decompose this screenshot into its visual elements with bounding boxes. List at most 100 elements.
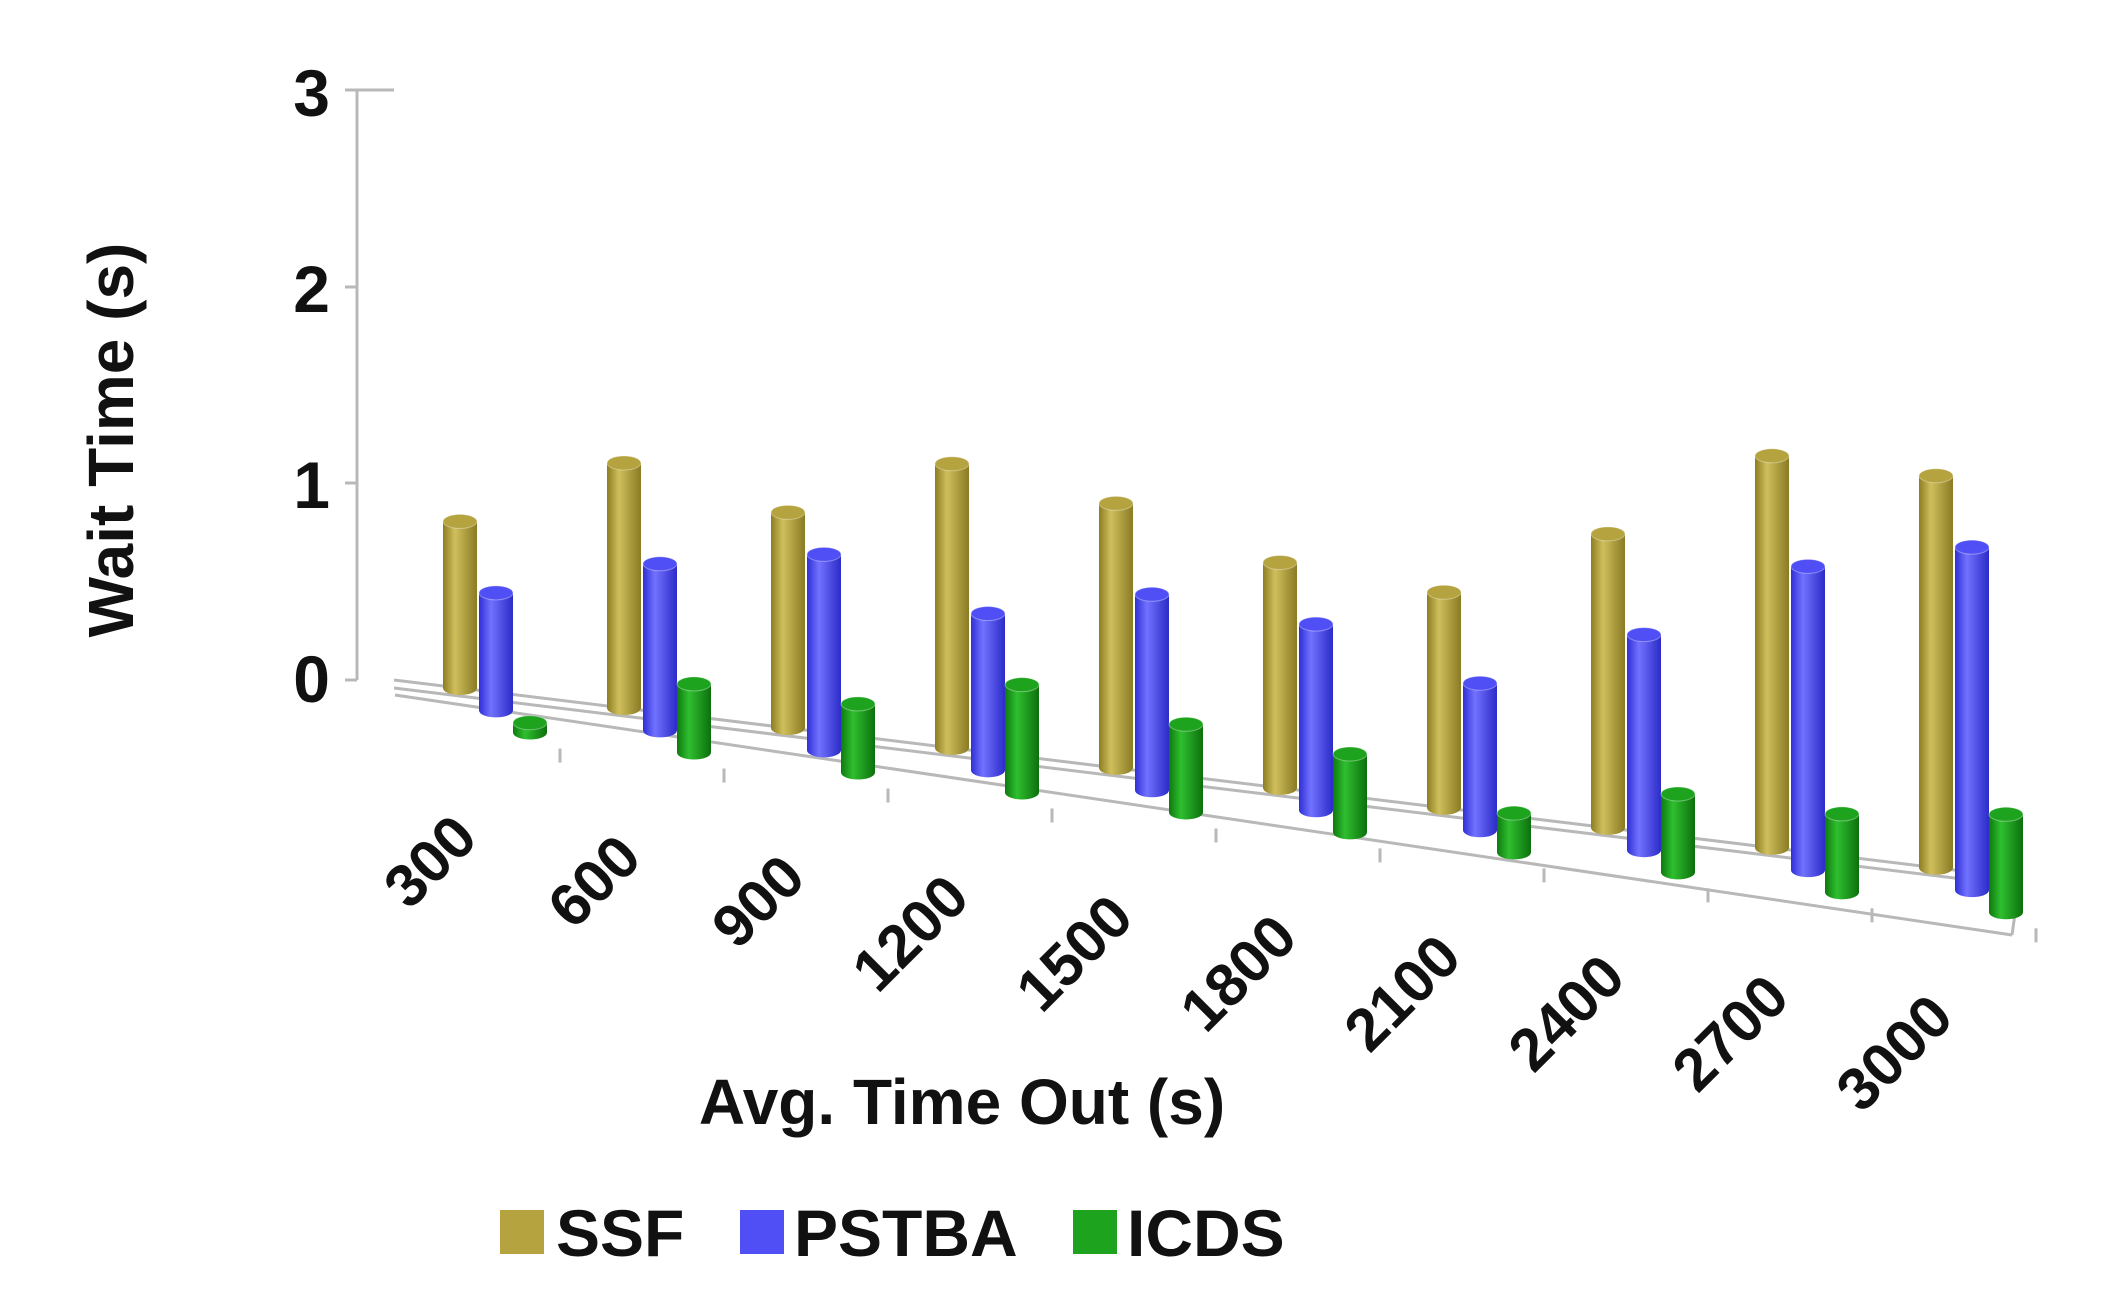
bar-top [1590,526,1626,542]
legend-swatch-ssf [500,1210,544,1254]
bar-top [1098,495,1134,511]
bar-body [1919,475,1953,875]
bar-pstba-3000 [1954,539,1990,898]
bar-icds-1800 [1332,746,1368,840]
bar-top [676,676,712,692]
bar-icds-1200 [1004,677,1040,800]
bar-top [1426,584,1462,600]
bar-top [1954,539,1990,555]
bar-top [970,606,1006,622]
bar-top [1496,805,1532,821]
legend-swatch-pstba [740,1210,784,1254]
x-axis-label: Avg. Time Out (s) [699,1066,1225,1138]
bar-pstba-1500 [1134,586,1170,798]
bar-pstba-600 [642,556,678,738]
bars [442,448,2024,920]
y-tick-label-0: 0 [293,642,330,716]
bar-top [1660,786,1696,802]
bar-body [771,512,805,735]
y-tick-label-2: 2 [293,252,330,326]
bar-body [1427,592,1461,815]
legend: SSF PSTBA ICDS [500,1196,1285,1270]
bar-top [1626,627,1662,643]
bar-icds-3000 [1988,806,2024,920]
bar-pstba-300 [478,585,514,718]
bar-top [1754,448,1790,464]
bar-body [1333,754,1367,840]
bar-ssf-2700 [1754,448,1790,855]
bar-top [934,456,970,472]
legend-label-pstba: PSTBA [794,1196,1018,1270]
bar-body [1099,503,1133,775]
legend-swatch-icds [1073,1210,1117,1254]
legend-item-pstba: PSTBA [740,1196,1018,1270]
bar-body [1989,814,2023,920]
bar-pstba-2100 [1462,675,1498,838]
bar-top [606,455,642,471]
x-tick-label-2400: 2400 [1495,942,1637,1084]
bar-top [1790,558,1826,574]
bar-icds-900 [840,696,876,780]
bar-top [1988,806,2024,822]
bar-icds-2700 [1824,806,1860,900]
bar-top [1918,468,1954,484]
bar-top [478,585,514,601]
bar-body [1135,594,1169,798]
y-axis-label: Wait Time (s) [75,243,147,638]
x-tick-label-900: 900 [699,842,817,960]
bar-top [1134,586,1170,602]
bar-body [971,613,1005,778]
bar-body [1169,724,1203,820]
bar-body [677,683,711,760]
bar-pstba-2400 [1626,627,1662,858]
bar-icds-2100 [1496,805,1532,860]
x-tick-label-1200: 1200 [839,862,981,1004]
bar-top [806,546,842,562]
bar-body [1825,813,1859,900]
x-tick-label-300: 300 [371,802,489,920]
bar-top [1824,806,1860,822]
bar-ssf-300 [442,513,478,696]
bar-body [935,463,969,755]
bar-body [1627,634,1661,858]
bar-body [643,563,677,738]
y-tick-label-1: 1 [293,448,330,522]
bar-icds-1500 [1168,716,1204,820]
bar-body [1263,562,1297,795]
bar-body [443,521,477,696]
bar-ssf-1200 [934,456,970,755]
legend-label-icds: ICDS [1127,1196,1285,1270]
bar-body [1755,455,1789,855]
bar-body [1299,624,1333,818]
x-tick-label-1800: 1800 [1167,902,1309,1044]
x-tick-label-600: 600 [535,822,653,940]
bar-icds-2400 [1660,786,1696,880]
bar-top [1168,716,1204,732]
x-tick-label-2100: 2100 [1331,922,1473,1064]
bar-body [607,463,641,716]
bar-body [1497,813,1531,860]
bar-body [1463,683,1497,838]
x-tick-label-3000: 3000 [1823,982,1965,1124]
bar-top [1262,554,1298,570]
bar-icds-300 [512,715,548,740]
bar-top [1298,616,1334,632]
bar-top [512,715,548,731]
bar-body [807,554,841,758]
bar-body [1955,547,1989,898]
x-tick-label-1500: 1500 [1003,882,1145,1024]
bar-body [479,592,513,718]
bar-ssf-2400 [1590,526,1626,835]
legend-label-ssf: SSF [556,1196,684,1270]
bar-pstba-900 [806,546,842,758]
bar-ssf-600 [606,455,642,716]
bar-body [841,703,875,780]
bar-top [1004,677,1040,693]
bar-top [840,696,876,712]
bar-pstba-2700 [1790,558,1826,878]
bar-top [770,504,806,520]
bar-ssf-3000 [1918,468,1954,875]
y-tick-labels: 0 1 2 3 [293,56,330,716]
bar-ssf-1800 [1262,554,1298,795]
